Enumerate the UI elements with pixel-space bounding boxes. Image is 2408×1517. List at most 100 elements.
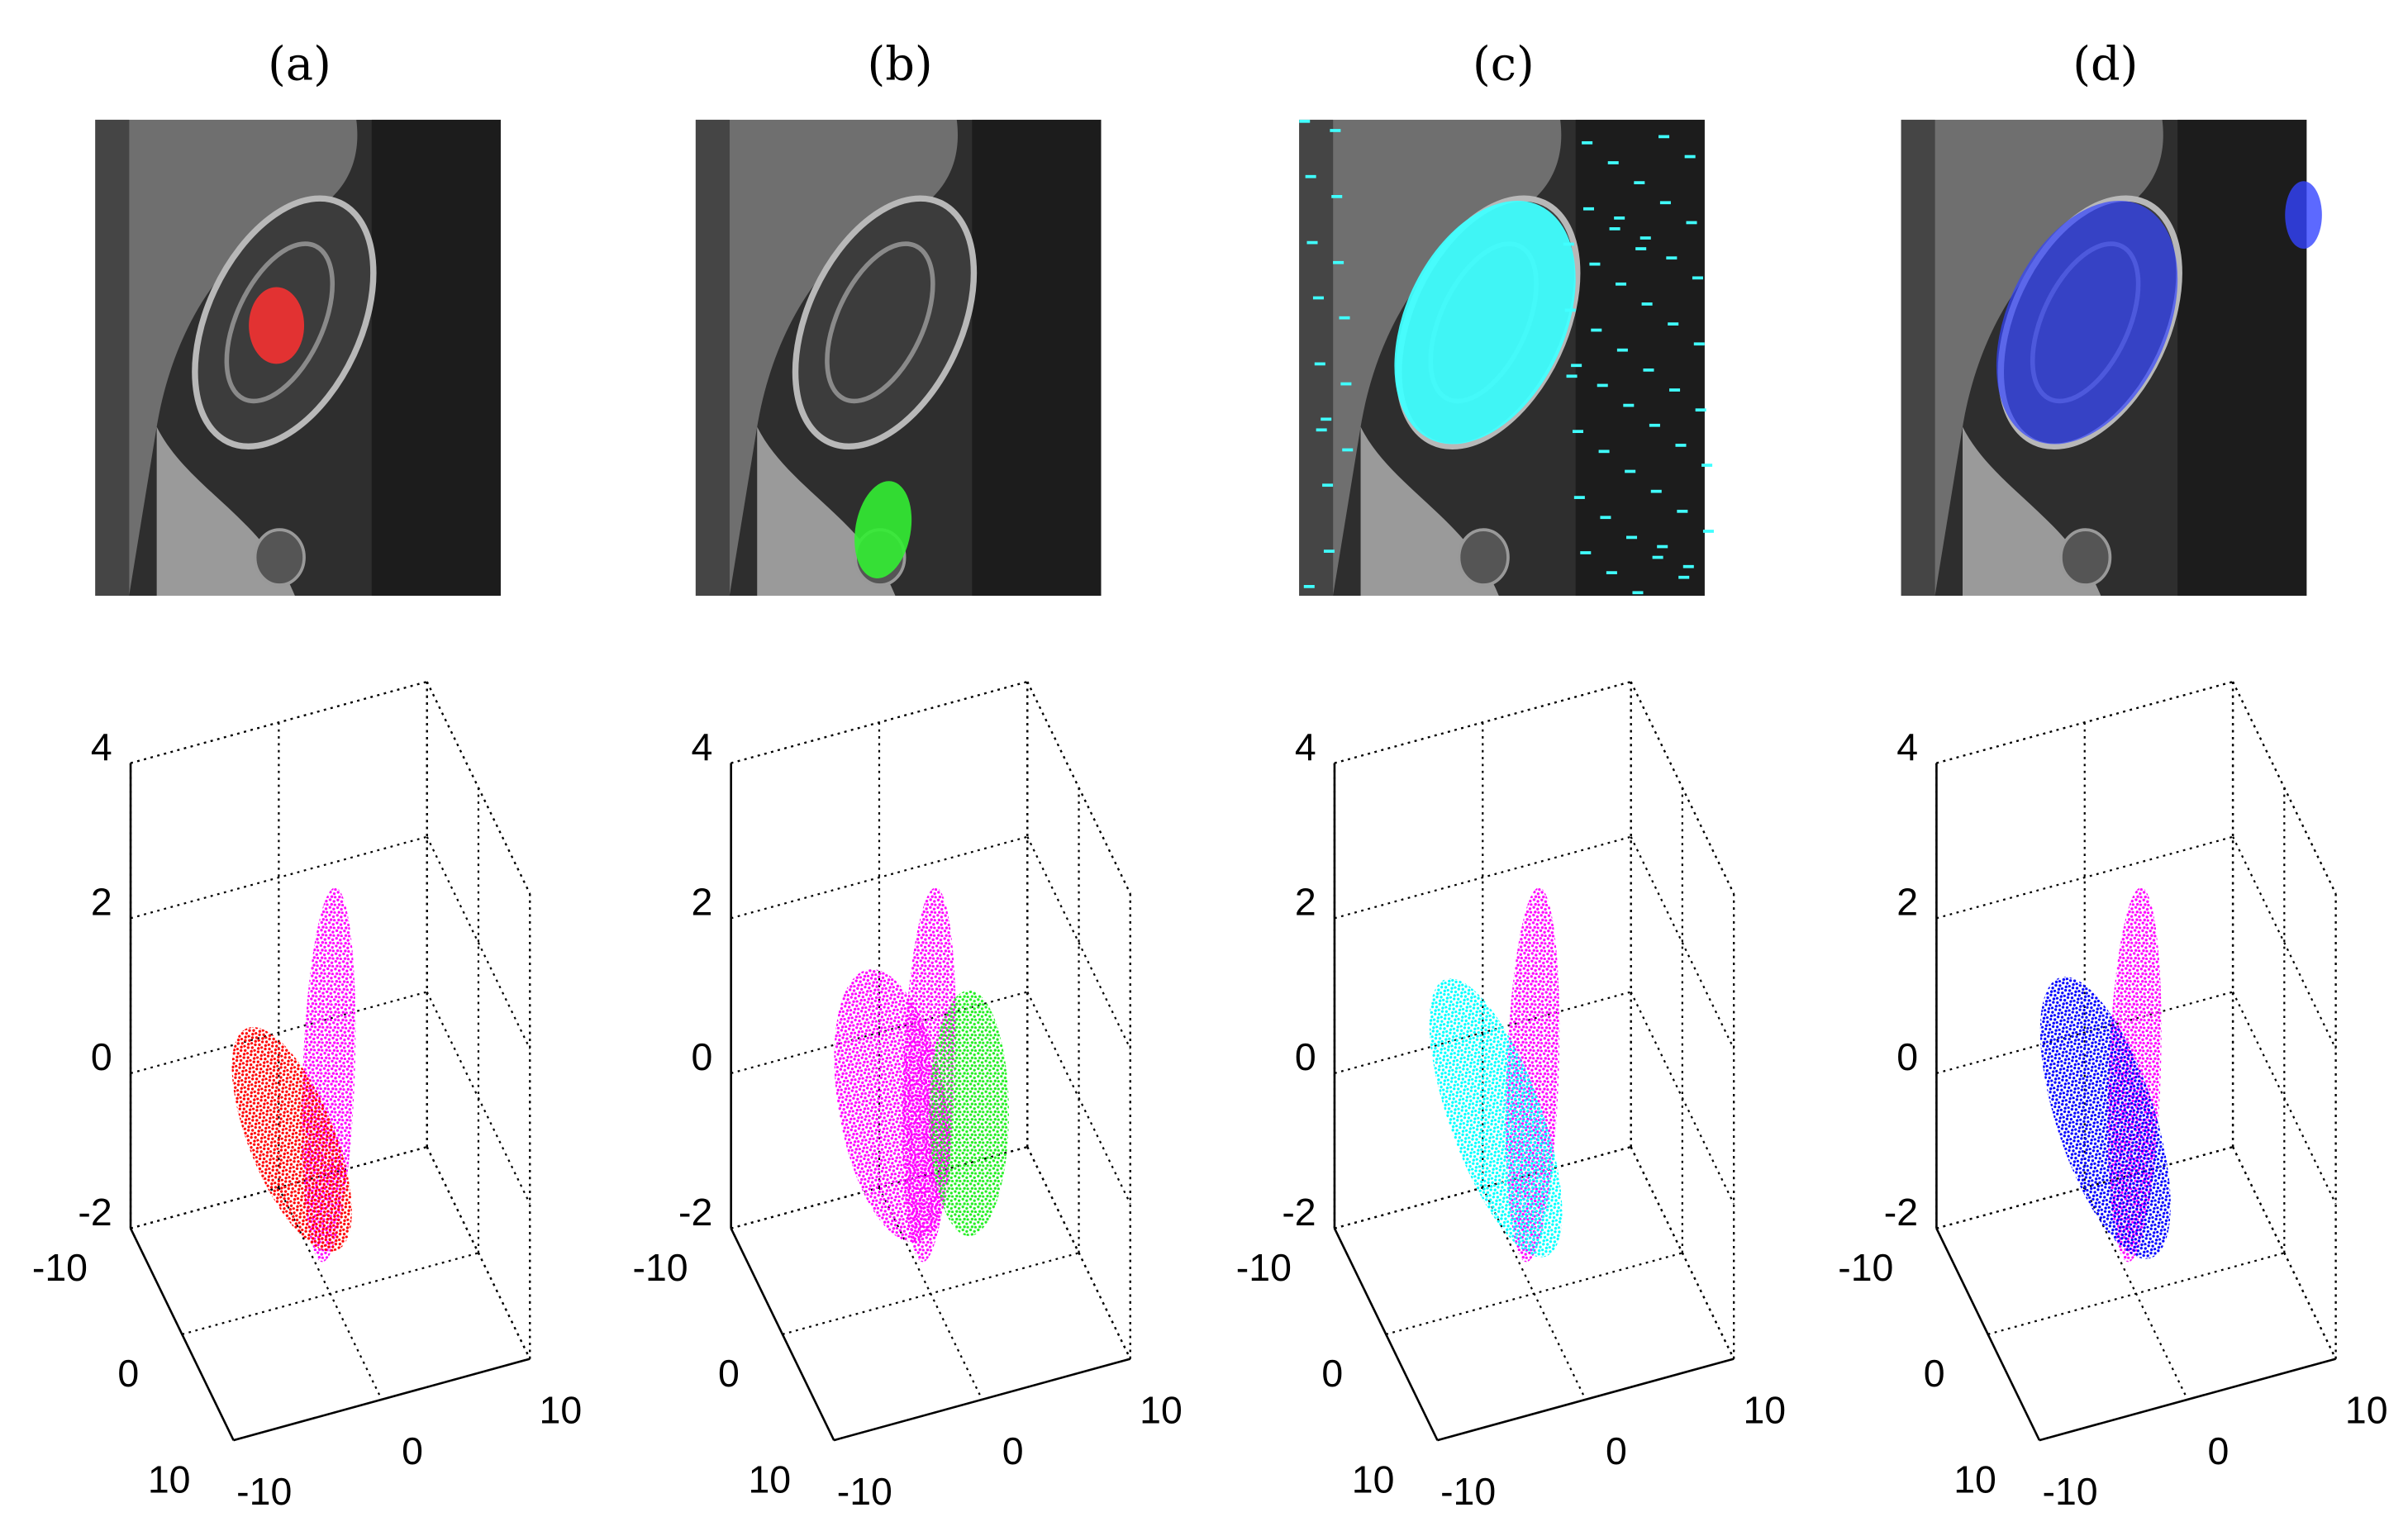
point-cloud	[1429, 978, 1563, 1258]
noise-speck	[1591, 328, 1602, 332]
x-tick-label: -10	[236, 1470, 292, 1513]
grid-line	[730, 835, 1028, 920]
mri-image	[695, 119, 1102, 597]
segmentation-overlay	[1394, 200, 1576, 445]
x-axis	[2039, 1358, 2336, 1442]
point-cloud	[929, 990, 1009, 1236]
y-tick-label: 10	[148, 1458, 191, 1500]
x-tick-label: 10	[2345, 1389, 2388, 1432]
noise-speck	[1682, 564, 1694, 568]
noise-speck	[1564, 308, 1576, 312]
noise-speck	[1616, 282, 1627, 286]
grid-line	[2232, 836, 2337, 1049]
noise-speck	[1669, 388, 1681, 392]
y-tick-label: 0	[718, 1352, 740, 1395]
noise-speck	[1677, 509, 1688, 513]
x-tick-label: 0	[1606, 1429, 1627, 1472]
noise-speck	[1609, 227, 1620, 231]
noise-speck	[1652, 555, 1663, 559]
z-tick-label: 4	[1295, 725, 1316, 768]
noise-speck	[1314, 362, 1325, 366]
noise-speck	[1582, 140, 1593, 145]
z-tick-label: 0	[1295, 1035, 1316, 1078]
noise-speck	[1606, 571, 1617, 575]
mri-image	[1901, 119, 2322, 597]
spine-region	[1575, 119, 1705, 597]
noise-speck	[1597, 383, 1608, 388]
left-stripe	[95, 119, 130, 597]
y-tick-label: 0	[1924, 1352, 1945, 1395]
z-tick-label: 0	[692, 1035, 713, 1078]
z-tick-label: -2	[1282, 1191, 1316, 1234]
y-tick-label: -10	[632, 1246, 688, 1289]
noise-speck	[1342, 448, 1354, 452]
noise-speck	[1339, 316, 1350, 320]
noise-speck	[1692, 276, 1703, 280]
noise-speck	[1678, 575, 1690, 579]
noise-speck	[1333, 260, 1344, 264]
y-tick-label: 10	[1954, 1458, 1996, 1500]
noise-speck	[1312, 296, 1324, 300]
noise-speck	[1701, 464, 1713, 467]
x-tick-label: 0	[1002, 1429, 1024, 1472]
z-tick-label: -2	[678, 1191, 712, 1234]
segmentation-overlay	[2285, 181, 2322, 250]
noise-speck	[1693, 342, 1705, 346]
noise-speck	[1626, 535, 1638, 540]
y-tick-label: -10	[1838, 1246, 1893, 1289]
grid-line	[1936, 835, 2234, 920]
x-axis	[233, 1358, 531, 1442]
grid-line	[1987, 1252, 2285, 1335]
noise-speck	[1323, 549, 1335, 553]
grid-line	[130, 835, 427, 920]
grid-line	[426, 836, 531, 1049]
noise-speck	[1573, 496, 1585, 499]
noise-speck	[1321, 417, 1332, 421]
kidney-inner	[825, 241, 935, 404]
y-axis	[730, 1228, 835, 1441]
x-tick-label: 10	[1140, 1389, 1183, 1432]
noise-speck	[1659, 201, 1671, 205]
noise-speck	[1639, 236, 1651, 240]
x-axis	[833, 1358, 1131, 1442]
noise-speck	[1600, 516, 1611, 520]
noise-speck	[1340, 382, 1352, 386]
z-tick-label: 2	[692, 881, 713, 924]
grid-line	[426, 991, 531, 1205]
noise-speck	[1675, 444, 1687, 447]
z-tick-label: 2	[1896, 881, 1918, 924]
noise-speck	[1306, 240, 1318, 245]
liver-region	[1934, 119, 2163, 597]
liver-region	[1333, 119, 1562, 597]
y-tick-label: 0	[117, 1352, 139, 1395]
noise-speck	[1623, 403, 1635, 407]
noise-speck	[1572, 430, 1583, 434]
z-tick-label: 2	[1295, 881, 1316, 924]
noise-speck	[1305, 174, 1316, 178]
y-tick-label: 10	[748, 1458, 791, 1500]
grid-line	[182, 1252, 479, 1335]
grid-line	[1026, 991, 1131, 1205]
z-tick-label: 2	[91, 881, 112, 924]
grid-line	[1630, 836, 1735, 1049]
spine-region	[371, 119, 501, 597]
z-tick-label: 0	[1896, 1035, 1918, 1078]
mri-image	[95, 119, 501, 597]
x-axis	[1437, 1358, 1735, 1442]
liver-region	[129, 119, 358, 597]
noise-speck	[1695, 408, 1706, 412]
noise-speck	[1686, 221, 1697, 225]
x-tick-label: 10	[1743, 1389, 1786, 1432]
left-stripe	[695, 119, 730, 597]
mri-image	[1299, 119, 1714, 597]
grid-line	[1385, 1252, 1683, 1335]
panel: (b) 4 2 0 -2 -10 0 10 -10 0 10	[632, 38, 1182, 1514]
left-stripe	[1901, 119, 1935, 597]
noise-speck	[1316, 428, 1327, 432]
noise-speck	[1616, 348, 1628, 352]
grid-line	[1026, 836, 1131, 1049]
z-tick-label: 4	[1896, 725, 1918, 768]
z-tick-label: 0	[91, 1035, 112, 1078]
noise-speck	[1563, 242, 1574, 246]
